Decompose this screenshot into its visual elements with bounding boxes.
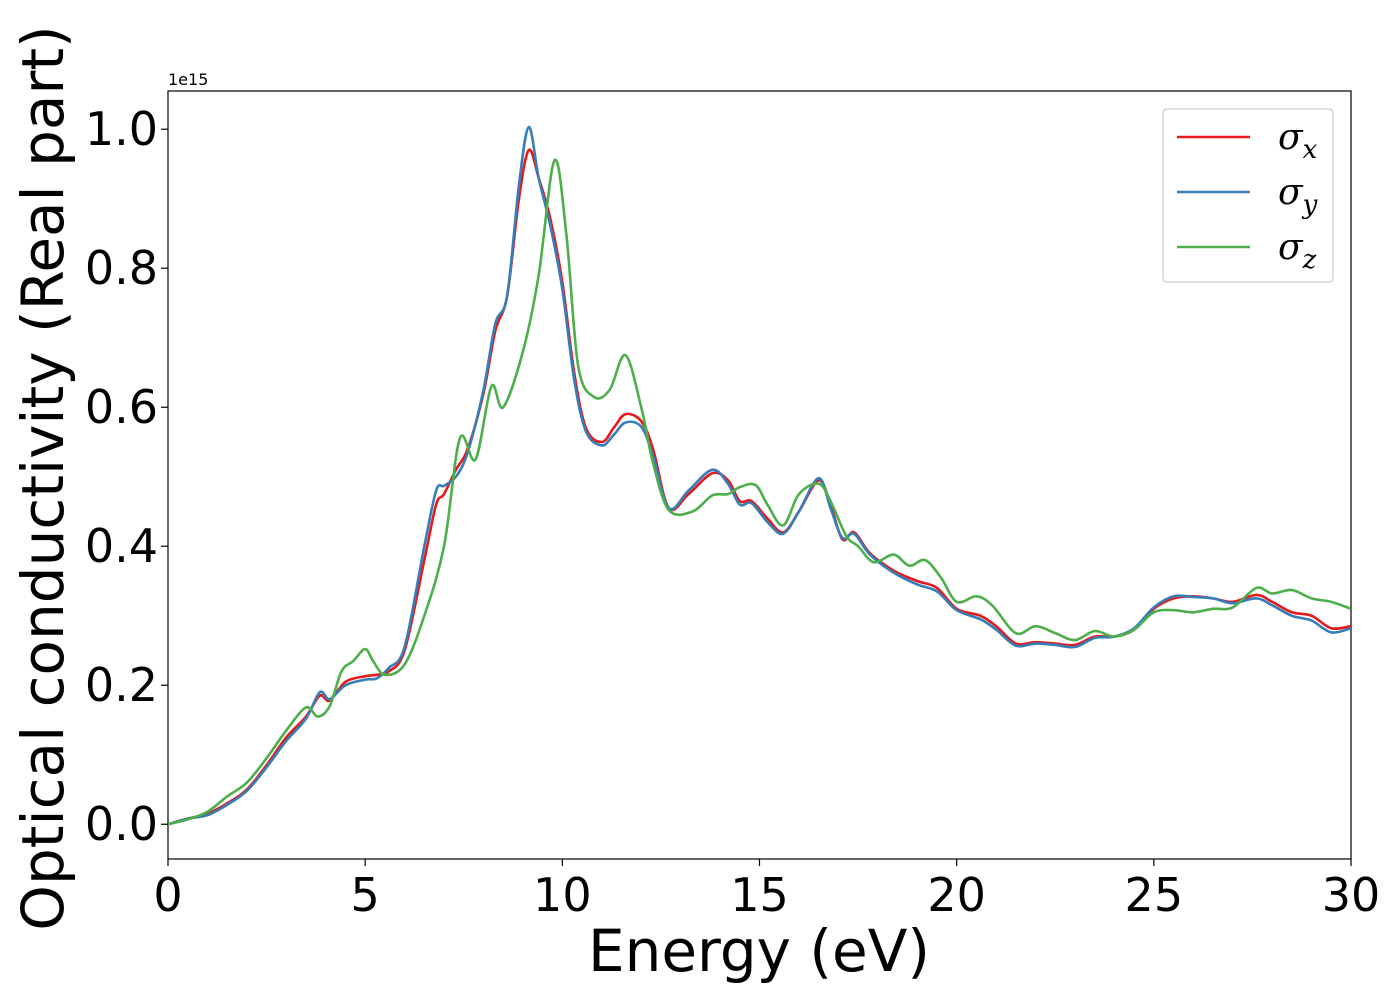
x-tick-label: 20 <box>927 868 986 922</box>
legend-label: σx <box>1278 117 1318 165</box>
ticks-layer: 0 5 10 15 20 25 30 0.0 0.2 0.4 0.6 0.8 1.0 <box>85 102 1380 922</box>
x-tick-label: 5 <box>351 868 380 922</box>
y-tick-label: 0.4 <box>85 519 158 573</box>
x-tick-label: 0 <box>153 868 182 922</box>
y-tick-label: 0.8 <box>85 241 158 295</box>
x-axis-label: Energy (eV) <box>588 917 930 985</box>
x-tick-label: 15 <box>730 868 789 922</box>
x-tick-label: 30 <box>1322 868 1381 922</box>
y-tick-label: 0.6 <box>85 380 158 434</box>
y-tick-label: 1.0 <box>85 102 158 156</box>
x-tick-label: 10 <box>533 868 592 922</box>
series-line-z <box>168 158 1351 826</box>
y-offset-label: 1e15 <box>168 70 208 89</box>
x-tick-label: 25 <box>1125 868 1184 922</box>
legend-box <box>1162 108 1334 283</box>
legend-item-x: σx <box>1177 117 1318 165</box>
y-tick-label: 0.0 <box>85 797 158 851</box>
y-axis-label: Optical conductivity (Real part) <box>9 25 77 930</box>
y-tick-label: 0.2 <box>85 658 158 712</box>
series-layer <box>168 125 1351 826</box>
